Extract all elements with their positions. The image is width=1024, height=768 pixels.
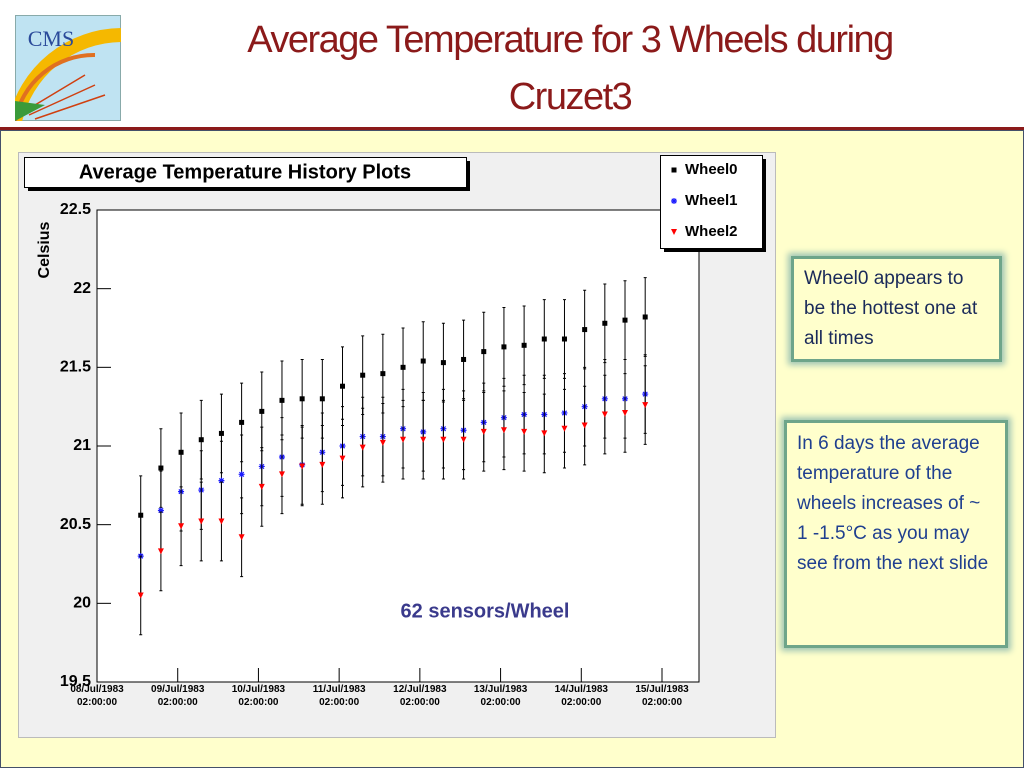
y-tick-label: 19.5 — [60, 673, 91, 690]
marker — [359, 444, 366, 451]
y-tick-label: 21 — [73, 437, 91, 454]
y-axis-label: Celsius — [36, 221, 53, 278]
marker — [319, 396, 325, 402]
marker — [521, 428, 528, 435]
plot-frame — [96, 209, 700, 683]
logo-text: CMS — [28, 26, 74, 51]
marker — [238, 534, 245, 541]
title-box — [24, 157, 467, 188]
x-tick-label: 08/Jul/1983 02:00:00 — [70, 684, 124, 708]
marker — [158, 465, 164, 471]
x-tick-label: 13/Jul/1983 02:00:00 — [473, 684, 528, 708]
marker — [137, 592, 144, 599]
marker — [420, 358, 426, 364]
y-tick-label: 20 — [73, 595, 91, 612]
marker — [440, 360, 446, 366]
title-rule — [0, 127, 1024, 130]
marker — [360, 372, 366, 378]
marker — [481, 349, 487, 355]
annotation: 62 sensors/Wheel — [401, 600, 570, 622]
marker — [380, 371, 386, 377]
slide-title: Average Temperature for 3 Wheels during … — [247, 19, 894, 118]
marker — [379, 439, 386, 446]
marker — [239, 419, 245, 425]
marker — [601, 411, 608, 418]
marker — [340, 383, 346, 389]
marker — [602, 320, 608, 326]
x-tick-label: 15/Jul/1983 02:00:00 — [635, 684, 689, 708]
legend-label: Wheel2 — [685, 223, 738, 240]
marker — [400, 436, 407, 443]
marker — [460, 436, 467, 443]
x-tick-label: 11/Jul/1983 02:00:00 — [312, 684, 366, 708]
marker — [299, 463, 306, 470]
marker — [339, 455, 346, 462]
marker — [440, 436, 447, 443]
marker — [541, 336, 547, 342]
marker — [622, 409, 629, 416]
marker — [541, 430, 548, 437]
marker — [319, 461, 326, 468]
marker — [157, 548, 164, 555]
legend-label: Wheel0 — [685, 161, 738, 178]
marker — [259, 408, 265, 414]
marker — [671, 167, 677, 173]
marker — [218, 430, 224, 436]
marker — [299, 396, 305, 402]
marker — [178, 523, 185, 530]
marker — [279, 397, 285, 403]
y-tick-label: 20.5 — [60, 516, 91, 533]
x-tick-label: 09/Jul/1983 02:00:00 — [151, 684, 205, 708]
marker — [501, 344, 507, 350]
marker — [278, 471, 285, 478]
marker — [138, 512, 144, 518]
marker — [157, 507, 164, 514]
marker — [561, 425, 568, 432]
marker — [238, 471, 245, 478]
marker — [198, 518, 205, 525]
marker — [642, 402, 649, 409]
y-tick-label: 22.5 — [60, 201, 91, 218]
note: Wheel0 appears to be the hottest one at … — [791, 256, 1002, 362]
marker — [258, 483, 265, 490]
marker — [582, 327, 588, 333]
marker — [480, 428, 487, 435]
y-tick-label: 22 — [73, 280, 91, 297]
marker — [420, 436, 427, 443]
marker — [622, 317, 628, 323]
logo: CMS — [15, 15, 121, 121]
x-tick-label: 10/Jul/1983 02:00:00 — [231, 684, 286, 708]
marker — [198, 437, 204, 443]
marker — [581, 422, 588, 429]
chart: Average Temperature History Plots Celsiu… — [18, 152, 776, 738]
legend-label: Wheel1 — [685, 192, 738, 209]
marker — [642, 314, 648, 320]
y-tick-label: 21.5 — [60, 359, 91, 376]
marker — [218, 518, 225, 525]
note: In 6 days the average temperature of the… — [784, 420, 1008, 648]
marker — [671, 198, 677, 204]
marker — [500, 427, 507, 434]
marker — [671, 229, 677, 235]
chart-title: Average Temperature History Plots — [79, 161, 411, 183]
x-tick-label: 14/Jul/1983 02:00:00 — [554, 684, 608, 708]
legend-box — [660, 155, 763, 249]
x-tick-label: 12/Jul/1983 02:00:00 — [393, 684, 447, 708]
marker — [561, 336, 567, 342]
marker — [218, 477, 225, 484]
marker — [400, 364, 406, 370]
marker — [461, 356, 467, 362]
marker — [521, 342, 527, 348]
